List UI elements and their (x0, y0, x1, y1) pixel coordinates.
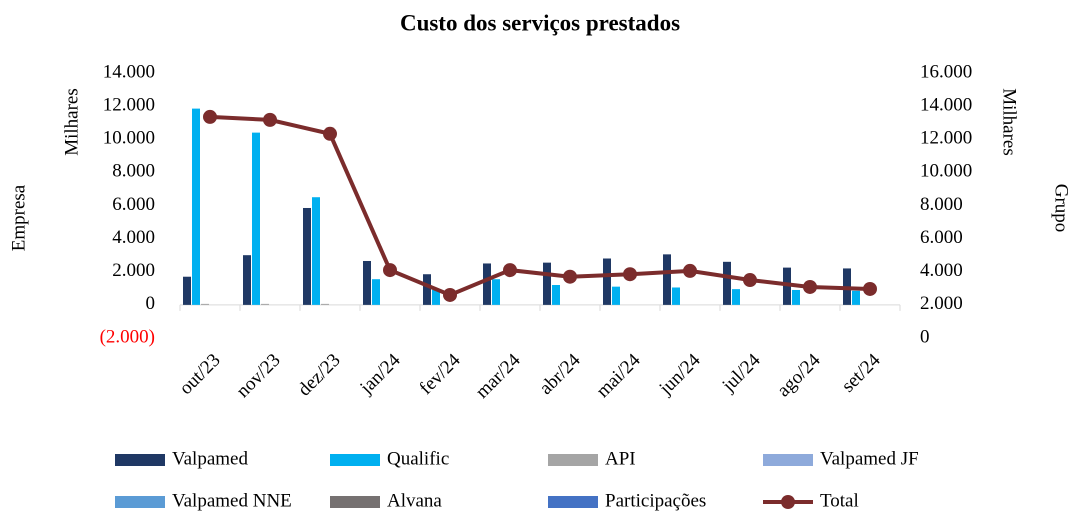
bar (603, 258, 611, 305)
bar (192, 108, 200, 305)
x-tick-label: jan/24 (355, 349, 404, 398)
bar (372, 279, 380, 305)
bar (423, 274, 431, 305)
y-axis-label: Milhares (61, 88, 82, 156)
marker (863, 281, 877, 296)
y2-tick-label: 10.000 (920, 161, 972, 182)
marker (683, 263, 697, 278)
y2-tick-label: 4.000 (920, 260, 963, 281)
y-tick-label: 2.000 (112, 260, 155, 281)
marker (203, 109, 217, 124)
y-tick-label: 10.000 (103, 128, 155, 149)
marker (803, 279, 817, 294)
x-tick-label: nov/23 (232, 350, 284, 402)
y2-axis-title: Grupo (1051, 184, 1068, 233)
bar (543, 262, 551, 305)
bar (183, 276, 191, 305)
y-tick-label: 6.000 (112, 194, 155, 215)
x-tick-label: dez/23 (294, 350, 345, 401)
legend-label: Valpamed NNE (172, 490, 292, 511)
bar (303, 207, 311, 305)
bar (252, 132, 260, 305)
x-tick-label: out/23 (175, 350, 224, 399)
bar (852, 290, 860, 305)
y-tick-label: (2.000) (100, 326, 155, 347)
bar (732, 289, 740, 305)
bar (201, 303, 209, 305)
bar (243, 255, 251, 305)
legend-swatch (548, 496, 598, 508)
legend-swatch (115, 454, 165, 466)
y2-tick-label: 8.000 (920, 194, 963, 215)
legend-label: Participações (605, 490, 706, 511)
x-tick-label: jun/24 (655, 349, 705, 399)
x-tick-label: abr/24 (535, 349, 585, 399)
y2-tick-label: 14.000 (920, 94, 972, 115)
marker (743, 273, 757, 288)
legend-label: API (605, 448, 636, 469)
legend-swatch (781, 495, 795, 509)
line (209, 114, 871, 298)
x-tick-label: ago/24 (773, 349, 825, 401)
y2-axis-label: Milhares (999, 88, 1020, 156)
marker (263, 112, 277, 127)
legend-label: Alvana (387, 490, 442, 511)
x-tick-label: jul/24 (718, 349, 765, 396)
y-tick-label: 0 (146, 293, 156, 314)
bar (792, 289, 800, 305)
bar (432, 289, 440, 305)
y2-tick-label: 6.000 (920, 227, 963, 248)
legend-label: Valpamed JF (820, 448, 919, 469)
y-tick-label: 14.000 (103, 61, 155, 82)
legend-swatch (763, 454, 813, 466)
bar (321, 303, 329, 305)
x-tick-label: set/24 (838, 349, 885, 396)
bar (723, 261, 731, 305)
y-tick-label: 12.000 (103, 94, 155, 115)
bar (261, 303, 269, 305)
legend-label: Qualific (387, 448, 449, 469)
marker (383, 263, 397, 278)
marker (563, 269, 577, 284)
bar (672, 287, 680, 305)
marker (443, 287, 457, 302)
y-tick-label: 8.000 (112, 161, 155, 182)
y2-tick-label: 12.000 (920, 128, 972, 149)
legend-swatch (330, 496, 380, 508)
chart-title: Custo dos serviços prestados (400, 10, 680, 35)
marker (503, 263, 517, 278)
y2-tick-label: 2.000 (920, 293, 963, 314)
legend-label: Total (820, 490, 859, 511)
legend-swatch (115, 496, 165, 508)
y-tick-label: 4.000 (112, 227, 155, 248)
x-tick-label: fev/24 (415, 349, 465, 399)
legend-swatch (548, 454, 598, 466)
y2-tick-label: 0 (920, 326, 930, 347)
marker (323, 126, 337, 141)
bar (552, 285, 560, 305)
x-tick-label: mar/24 (472, 349, 525, 402)
bar (612, 286, 620, 305)
legend-label: Valpamed (172, 448, 248, 469)
bar (492, 279, 500, 305)
marker (623, 267, 637, 282)
legend-swatch (330, 454, 380, 466)
x-tick-label: mai/24 (592, 349, 645, 402)
bar (483, 263, 491, 305)
bar (363, 260, 371, 305)
bar (312, 197, 320, 305)
y-axis-title: Empresa (8, 184, 29, 251)
bar (663, 254, 671, 305)
y2-tick-label: 16.000 (920, 61, 972, 82)
